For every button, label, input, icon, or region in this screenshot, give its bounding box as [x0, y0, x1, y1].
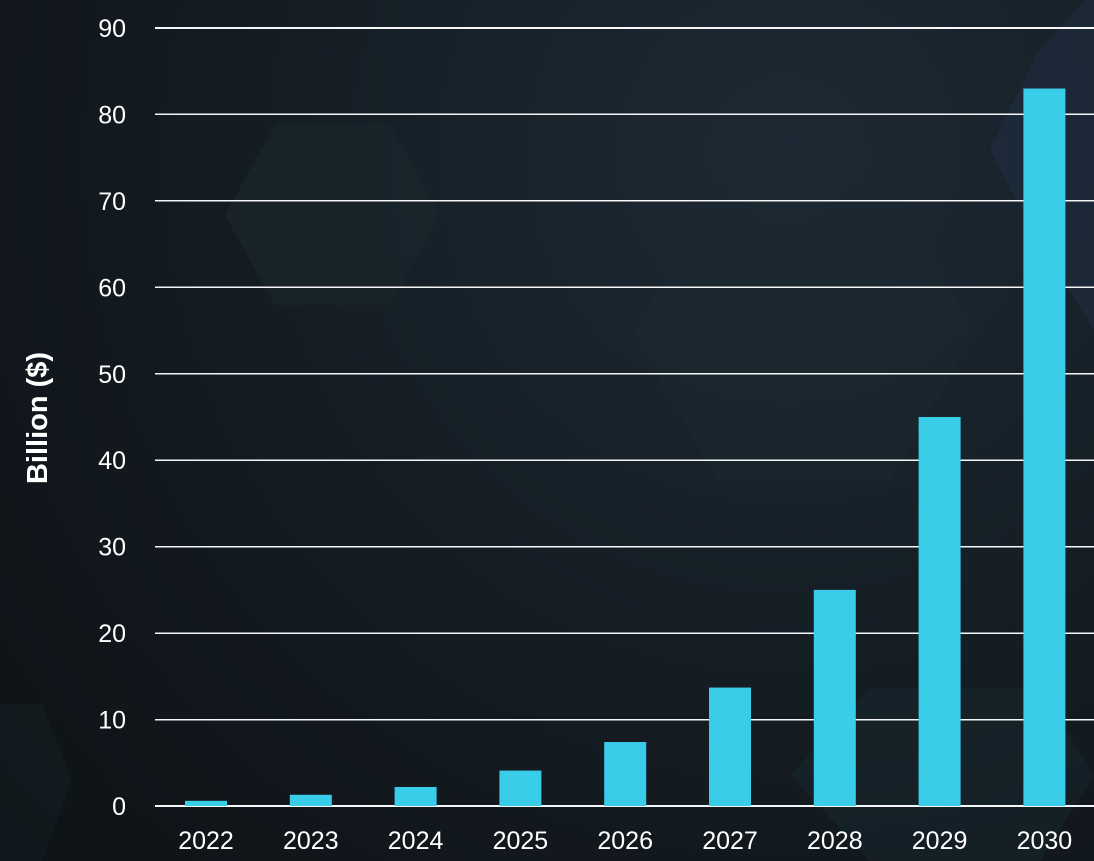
- x-tick-label: 2026: [597, 827, 653, 855]
- x-tick-label: 2029: [912, 827, 968, 855]
- x-tick-label: 2024: [388, 827, 444, 855]
- bar-2022: [185, 800, 227, 806]
- x-tick-label: 2022: [178, 827, 234, 855]
- y-axis-label: Billion ($): [22, 352, 54, 484]
- y-tick-label: 80: [98, 101, 126, 129]
- bar-layer: [185, 88, 1066, 806]
- x-tick-label: 2023: [283, 827, 339, 855]
- x-tick-label: 2028: [807, 827, 863, 855]
- y-tick-label: 60: [98, 274, 126, 302]
- x-tick-label: 2027: [702, 827, 758, 855]
- x-tick-label: 2025: [493, 827, 549, 855]
- y-tick-labels: 0 10 20 30 40 50 60 70 80 90: [98, 15, 126, 821]
- bar-2025: [499, 770, 542, 806]
- y-tick-label: 40: [98, 447, 126, 475]
- y-tick-label: 90: [98, 15, 126, 43]
- bar-2027: [709, 687, 751, 806]
- bar-2029: [918, 417, 961, 806]
- bar-2024: [394, 786, 437, 806]
- y-tick-label: 20: [98, 620, 126, 648]
- bar-2026: [604, 742, 647, 806]
- y-tick-label: 70: [98, 188, 126, 216]
- y-tick-label: 0: [112, 793, 126, 821]
- bar-2023: [289, 794, 332, 806]
- y-tick-label: 10: [98, 707, 126, 735]
- bar-2028: [813, 589, 856, 806]
- bar-2030: [1023, 88, 1066, 806]
- y-tick-label: 50: [98, 361, 126, 389]
- x-tick-labels: 2022 2023 2024 2025 2026 2027 2028 2029 2030: [178, 827, 1072, 855]
- background-hexagon-left: [225, 125, 440, 305]
- x-tick-label: 2030: [1017, 827, 1073, 855]
- background-hexagon-lower-left: [0, 704, 72, 861]
- y-tick-label: 30: [98, 534, 126, 562]
